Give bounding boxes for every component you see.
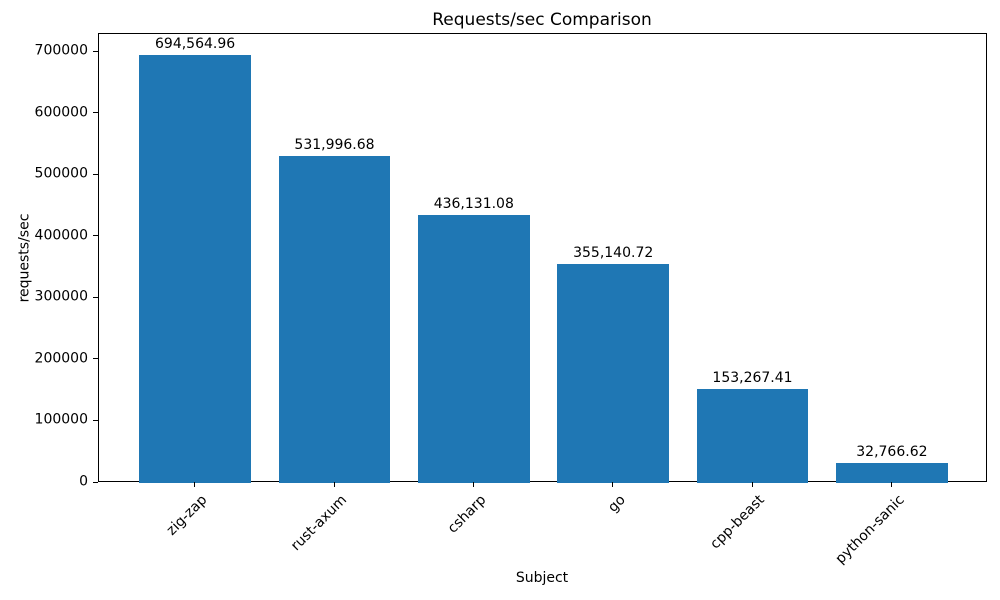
bar-value-label: 32,766.62 bbox=[856, 443, 928, 460]
bar-python-sanic bbox=[836, 462, 948, 483]
bar-value-label: 153,267.41 bbox=[712, 369, 793, 386]
bar-cpp-beast bbox=[696, 388, 809, 483]
bar-go bbox=[557, 264, 669, 483]
x-tick-label: go bbox=[604, 492, 629, 516]
x-tick-label: rust-axum bbox=[287, 492, 350, 555]
bar-zig-zap bbox=[139, 55, 251, 483]
y-tick-label: 600000 bbox=[34, 104, 88, 121]
bar-value-label: 355,140.72 bbox=[573, 245, 654, 262]
y-tick-mark bbox=[93, 296, 98, 298]
x-tick-label: cpp-beast bbox=[707, 492, 768, 553]
bar-value-label: 436,131.08 bbox=[433, 195, 514, 212]
y-tick-label: 0 bbox=[79, 473, 88, 490]
x-tick-mark bbox=[333, 482, 335, 487]
y-tick-mark bbox=[93, 481, 98, 483]
plot-area: 694,564.96 531,996.68 436,131.08 355,140.72… bbox=[98, 33, 987, 483]
x-tick-mark bbox=[472, 482, 474, 487]
y-tick-mark bbox=[93, 112, 98, 114]
x-tick-label: python-sanic bbox=[831, 492, 908, 568]
bar-value-label: 694,564.96 bbox=[155, 36, 236, 53]
bar-csharp bbox=[418, 214, 530, 483]
y-tick-label: 200000 bbox=[34, 350, 88, 367]
y-tick-mark bbox=[93, 358, 98, 360]
y-tick-label: 700000 bbox=[34, 42, 88, 59]
y-tick-label: 100000 bbox=[34, 411, 88, 428]
x-tick-mark bbox=[194, 482, 196, 487]
y-tick-label: 400000 bbox=[34, 227, 88, 244]
x-tick-label: csharp bbox=[444, 492, 490, 537]
bar-value-label: 531,996.68 bbox=[294, 136, 375, 153]
x-tick-label: zig-zap bbox=[163, 492, 211, 539]
y-tick-mark bbox=[93, 50, 98, 52]
y-axis-label: requests/sec bbox=[16, 213, 33, 303]
y-tick-label: 500000 bbox=[34, 165, 88, 182]
chart-title: Requests/sec Comparison bbox=[432, 10, 652, 30]
bar-rust-axum bbox=[278, 155, 391, 483]
y-tick-mark bbox=[93, 419, 98, 421]
x-tick-mark bbox=[890, 482, 892, 487]
y-tick-mark bbox=[93, 235, 98, 237]
x-tick-mark bbox=[612, 482, 614, 487]
x-axis-label: Subject bbox=[515, 570, 569, 586]
y-tick-mark bbox=[93, 173, 98, 175]
x-tick-mark bbox=[751, 482, 753, 487]
y-tick-label: 300000 bbox=[34, 288, 88, 305]
